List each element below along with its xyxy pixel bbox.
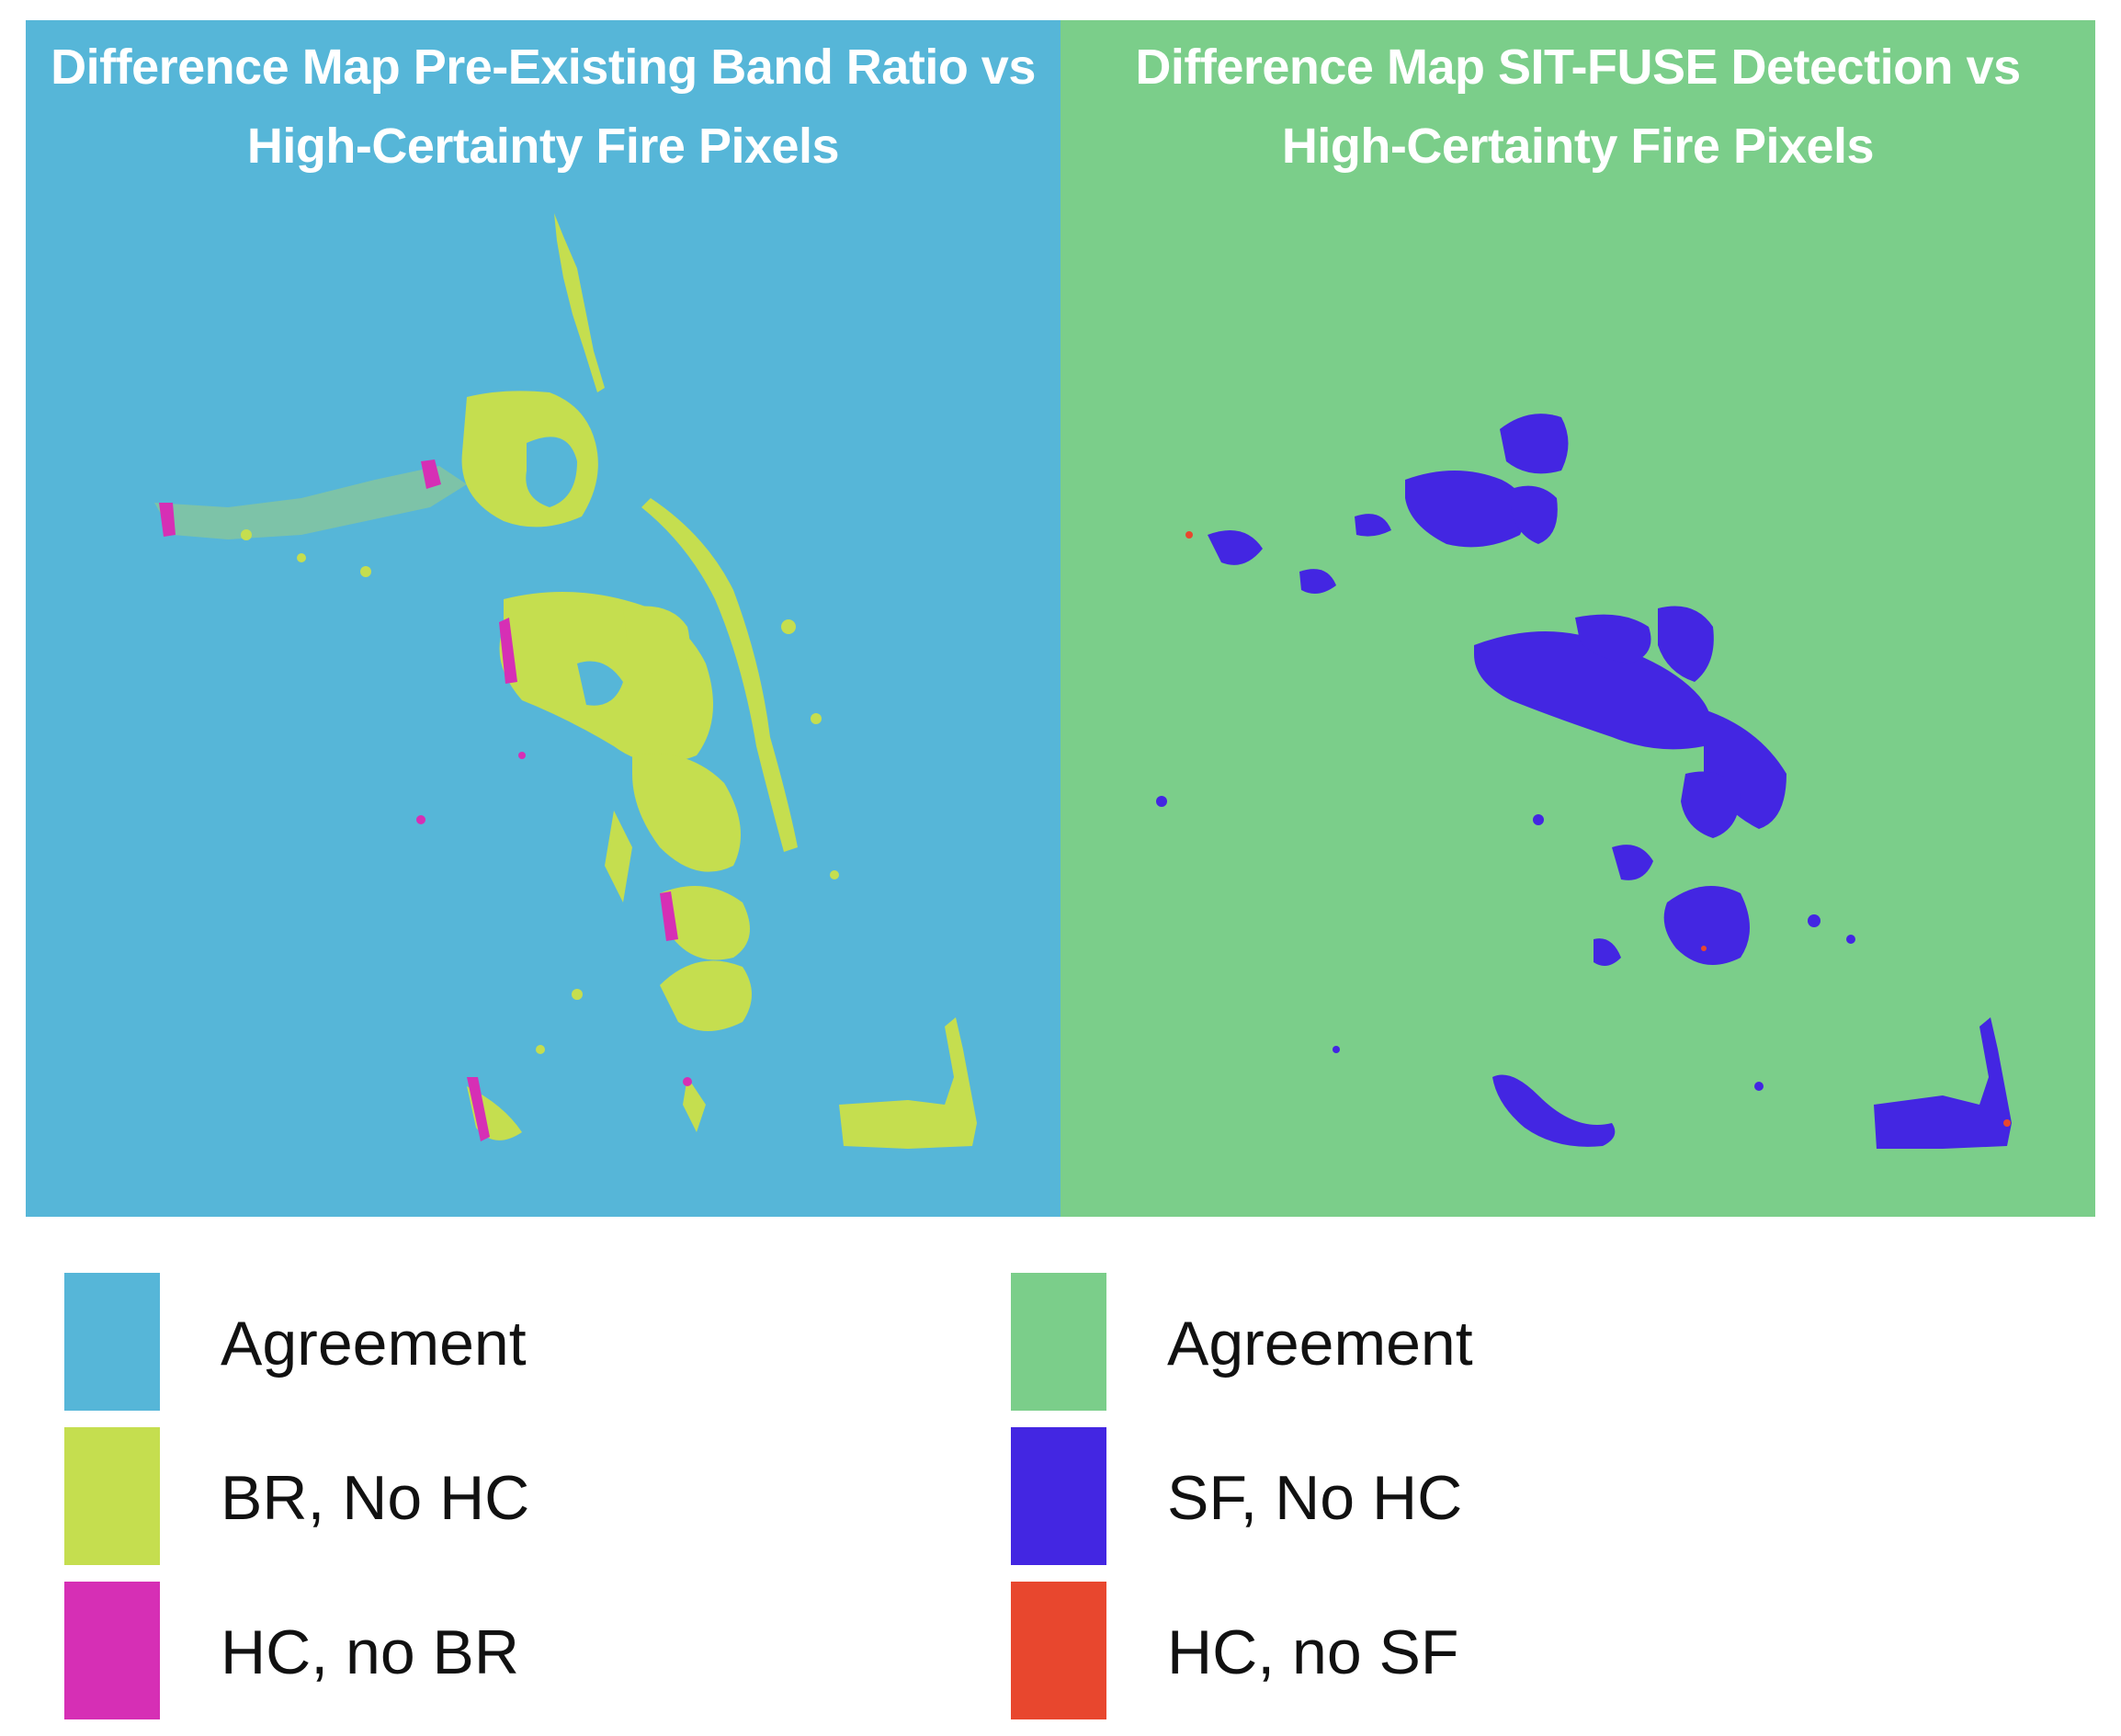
sit-fuse-difference-map: Difference Map SIT-FUSE Detection vs Hig… bbox=[1060, 20, 2095, 1217]
sit-fuse-map-canvas bbox=[1060, 20, 2095, 1217]
br-no-hc-regions bbox=[154, 213, 977, 1149]
legend-label: HC, no SF bbox=[1167, 1617, 1459, 1687]
legend-swatch bbox=[64, 1427, 160, 1565]
sit-fuse-title-line-2: High-Certainty Fire Pixels bbox=[1281, 119, 1875, 174]
legend-swatch bbox=[1011, 1273, 1106, 1411]
sit-fuse-map-title: Difference Map SIT-FUSE Detection vs Hig… bbox=[1060, 28, 2095, 186]
sf-no-hc-regions bbox=[1156, 414, 2012, 1149]
legend-swatch bbox=[1011, 1582, 1106, 1719]
band-ratio-map-title: Difference Map Pre-Existing Band Ratio v… bbox=[26, 28, 1060, 186]
band-ratio-map-canvas bbox=[26, 20, 1060, 1217]
legend-label: SF, No HC bbox=[1167, 1463, 1463, 1533]
legend-swatch bbox=[64, 1582, 160, 1719]
legend-label: BR, No HC bbox=[221, 1463, 530, 1533]
sit-fuse-title-line-1: Difference Map SIT-FUSE Detection vs bbox=[1135, 40, 2021, 95]
hc-no-br-regions bbox=[159, 460, 692, 1141]
legend-label: HC, no BR bbox=[221, 1617, 519, 1687]
band-ratio-difference-map: Difference Map Pre-Existing Band Ratio v… bbox=[26, 20, 1060, 1217]
band-ratio-title-line-1: Difference Map Pre-Existing Band Ratio v… bbox=[51, 40, 1036, 95]
legend-label: Agreement bbox=[1167, 1309, 1473, 1379]
legend-label: Agreement bbox=[221, 1309, 527, 1379]
legend-swatch bbox=[64, 1273, 160, 1411]
hc-no-sf-regions bbox=[1185, 531, 2011, 1127]
legend-swatch bbox=[1011, 1427, 1106, 1565]
band-ratio-title-line-2: High-Certainty Fire Pixels bbox=[246, 119, 840, 174]
